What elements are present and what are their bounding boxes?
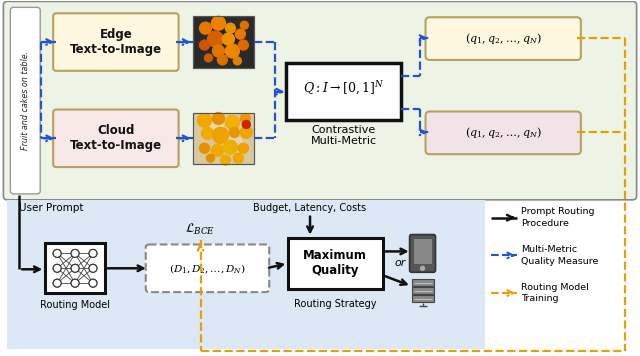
Circle shape [53,250,61,257]
Text: $(D_1, D_2, \ldots, D_N)$: $(D_1, D_2, \ldots, D_N)$ [169,262,246,275]
Circle shape [71,250,79,257]
Circle shape [243,120,250,129]
Circle shape [223,140,237,154]
Circle shape [71,250,79,257]
Circle shape [71,279,79,287]
Circle shape [229,127,239,137]
Circle shape [205,54,212,62]
Bar [8,200,485,349]
Circle shape [420,266,424,270]
Circle shape [200,22,211,34]
Circle shape [53,279,61,287]
Circle shape [53,264,61,272]
Text: Budget, Latency, Costs: Budget, Latency, Costs [253,203,367,213]
Circle shape [207,31,223,47]
Circle shape [225,44,239,58]
Text: Prompt Routing
Procedure: Prompt Routing Procedure [521,207,595,228]
Text: $\mathcal{L}_{BCE}$: $\mathcal{L}_{BCE}$ [186,222,216,237]
FancyBboxPatch shape [426,111,581,154]
Circle shape [211,144,223,156]
Bar [193,112,254,164]
Circle shape [71,264,79,272]
Text: Cloud
Text-to-Image: Cloud Text-to-Image [70,124,162,152]
Circle shape [204,119,223,138]
Circle shape [53,264,61,272]
Text: Multi-Metric
Quality Measure: Multi-Metric Quality Measure [521,245,598,266]
Circle shape [89,264,97,272]
Circle shape [89,279,97,287]
Circle shape [212,112,225,124]
Circle shape [53,279,61,287]
Circle shape [71,279,79,287]
Circle shape [236,29,245,39]
Bar [288,237,383,289]
Circle shape [89,250,97,257]
Circle shape [241,114,250,124]
Bar [45,244,105,293]
Circle shape [200,143,209,153]
Circle shape [218,55,227,65]
Circle shape [211,16,225,30]
Circle shape [241,126,252,138]
Circle shape [198,114,211,127]
Circle shape [212,45,225,57]
FancyBboxPatch shape [10,7,40,194]
Text: Edge
Text-to-Image: Edge Text-to-Image [70,28,162,56]
Bar [413,239,431,264]
Bar [193,16,254,68]
Circle shape [207,25,238,57]
FancyBboxPatch shape [53,13,179,71]
FancyBboxPatch shape [3,1,637,200]
Text: User Prompt: User Prompt [19,203,83,213]
FancyBboxPatch shape [146,245,269,292]
Text: Fruit and cakes on table.: Fruit and cakes on table. [20,51,30,150]
Circle shape [238,143,248,153]
Circle shape [220,155,230,165]
Text: Routing Model: Routing Model [40,300,110,310]
Text: Routing Model
Training: Routing Model Training [521,283,589,304]
Bar [286,63,401,120]
Text: $Q: I \rightarrow [0,1]^N$: $Q: I \rightarrow [0,1]^N$ [303,80,385,98]
Circle shape [241,21,248,29]
Circle shape [202,127,214,139]
Circle shape [207,154,214,162]
Circle shape [200,40,209,50]
Circle shape [225,115,239,129]
Bar [412,295,433,302]
Circle shape [234,57,241,65]
Bar [193,112,254,164]
Text: or: or [395,258,406,268]
Text: $(q_1, q_2, \ldots, q_N)$: $(q_1, q_2, \ldots, q_N)$ [465,31,541,46]
FancyBboxPatch shape [53,110,179,167]
Text: $(q_1, q_2, \ldots, q_N)$: $(q_1, q_2, \ldots, q_N)$ [465,125,541,140]
Circle shape [53,250,61,257]
Circle shape [225,136,243,154]
Bar [412,287,433,294]
FancyBboxPatch shape [426,17,581,60]
Circle shape [89,264,97,272]
Text: Maximum
Quality: Maximum Quality [303,249,367,277]
Circle shape [234,153,243,163]
Circle shape [223,33,234,45]
Text: Routing Strategy: Routing Strategy [294,299,376,309]
Circle shape [89,250,97,257]
Text: Contrastive
Multi-Metric: Contrastive Multi-Metric [311,125,377,146]
Circle shape [225,23,236,33]
Bar [193,16,254,68]
Bar [412,279,433,286]
Circle shape [71,264,79,272]
Circle shape [212,127,228,143]
Circle shape [89,279,97,287]
Circle shape [238,40,248,50]
FancyBboxPatch shape [410,235,435,272]
